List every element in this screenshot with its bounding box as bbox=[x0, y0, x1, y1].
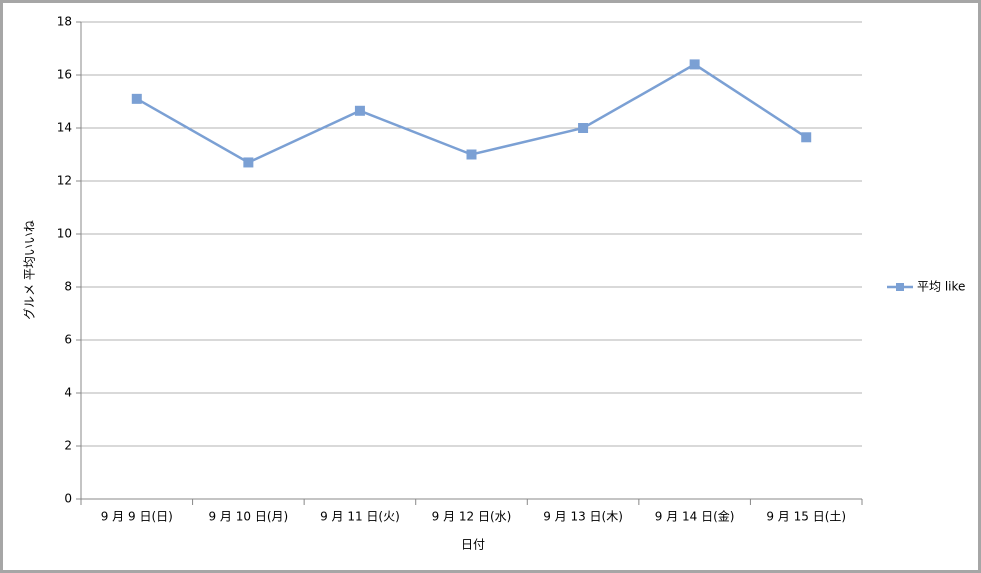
y-tick-label: 16 bbox=[57, 68, 72, 82]
y-axis-title: グルメ 平均いいね bbox=[23, 220, 37, 320]
point-marker bbox=[578, 123, 589, 133]
x-tick-label: 9 月 13 日(木) bbox=[543, 510, 623, 524]
legend-marker bbox=[896, 283, 904, 291]
x-axis-title: 日付 bbox=[461, 538, 485, 552]
point-marker bbox=[689, 59, 700, 70]
x-tick-label: 9 月 15 日(土) bbox=[766, 510, 846, 524]
x-tick-label: 9 月 11 日(火) bbox=[320, 510, 400, 524]
point-marker bbox=[243, 157, 254, 168]
point-marker bbox=[354, 105, 365, 116]
y-tick-label: 8 bbox=[64, 280, 72, 294]
y-tick-label: 12 bbox=[57, 174, 72, 188]
x-tick-label: 9 月 12 日(水) bbox=[432, 510, 512, 524]
y-tick-label: 6 bbox=[64, 333, 72, 347]
legend-label: 平均 like bbox=[917, 280, 965, 294]
y-tick-label: 4 bbox=[64, 386, 72, 400]
y-tick-label: 10 bbox=[57, 227, 72, 241]
y-tick-label: 2 bbox=[64, 439, 72, 453]
y-tick-label: 18 bbox=[57, 15, 72, 29]
point-marker bbox=[131, 93, 142, 104]
x-tick-label: 9 月 14 日(金) bbox=[655, 509, 735, 524]
point-marker bbox=[466, 149, 477, 160]
y-tick-label: 14 bbox=[57, 121, 72, 135]
point-marker bbox=[801, 132, 812, 143]
y-tick-label: 0 bbox=[64, 492, 72, 506]
x-tick-label: 9 月 9 日(日) bbox=[101, 510, 173, 524]
x-tick-label: 9 月 10 日(月) bbox=[208, 510, 288, 524]
